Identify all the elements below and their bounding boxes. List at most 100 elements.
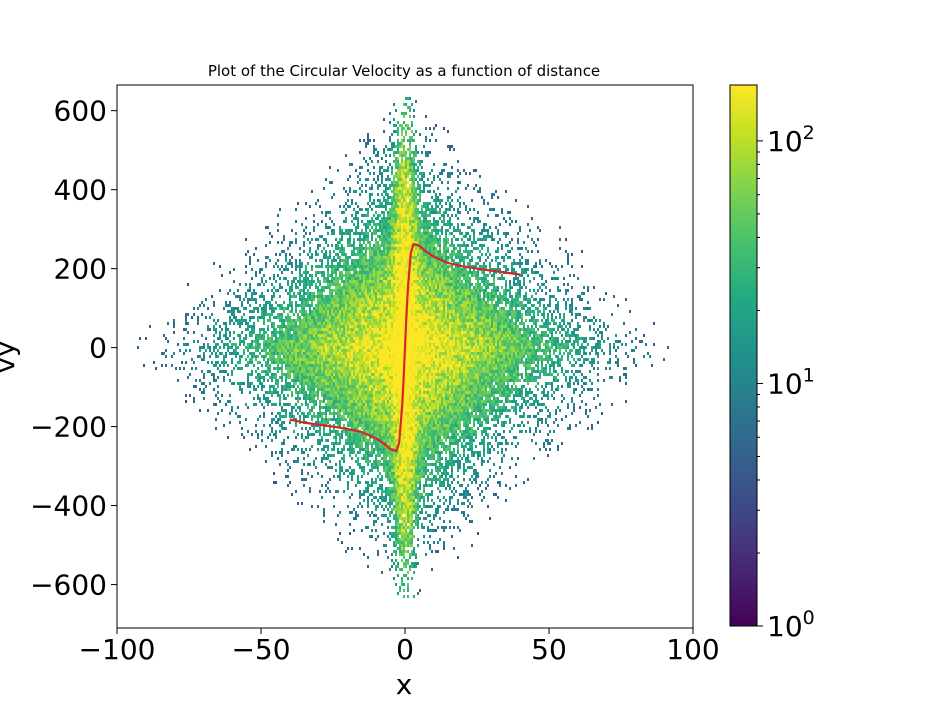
heatmap-cell xyxy=(249,382,251,385)
heatmap-cell xyxy=(373,349,375,352)
heatmap-cell xyxy=(285,460,287,463)
heatmap-cell xyxy=(363,427,365,430)
heatmap-cell xyxy=(343,361,345,364)
heatmap-cell xyxy=(361,298,363,301)
heatmap-cell xyxy=(249,361,251,364)
heatmap-cell xyxy=(191,316,193,319)
heatmap-cell xyxy=(377,409,379,412)
heatmap-cell xyxy=(387,448,389,451)
heatmap-cell xyxy=(393,508,395,511)
heatmap-cell xyxy=(275,382,277,385)
heatmap-cell xyxy=(185,394,187,397)
heatmap-cell xyxy=(353,208,355,211)
heatmap-cell xyxy=(355,253,357,256)
heatmap-cell xyxy=(349,295,351,298)
heatmap-cell xyxy=(349,361,351,364)
heatmap-cell xyxy=(379,472,381,475)
heatmap-cell xyxy=(323,280,325,283)
heatmap-cell xyxy=(379,244,381,247)
heatmap-cell xyxy=(391,454,393,457)
heatmap-cell xyxy=(357,259,359,262)
heatmap-cell xyxy=(307,277,309,280)
heatmap-cell xyxy=(389,424,391,427)
heatmap-cell xyxy=(315,391,317,394)
heatmap-cell xyxy=(391,400,393,403)
heatmap-cell xyxy=(283,352,285,355)
heatmap-cell xyxy=(363,274,365,277)
heatmap-cell xyxy=(339,412,341,415)
heatmap-cell xyxy=(389,415,391,418)
heatmap-cell xyxy=(337,277,339,280)
heatmap-cell xyxy=(355,313,357,316)
heatmap-cell xyxy=(317,376,319,379)
heatmap-cell xyxy=(369,286,371,289)
heatmap-cell xyxy=(389,229,391,232)
heatmap-cell xyxy=(389,454,391,457)
heatmap-cell xyxy=(377,433,379,436)
heatmap-cell xyxy=(389,292,391,295)
heatmap-cell xyxy=(305,283,307,286)
heatmap-cell xyxy=(325,265,327,268)
heatmap-cell xyxy=(373,199,375,202)
heatmap-cell xyxy=(371,466,373,469)
heatmap-cell xyxy=(347,259,349,262)
heatmap-cell xyxy=(379,307,381,310)
heatmap-cell xyxy=(381,373,383,376)
heatmap-cell xyxy=(269,391,271,394)
heatmap-cell xyxy=(289,412,291,415)
heatmap-cell xyxy=(323,397,325,400)
heatmap-cell xyxy=(353,244,355,247)
heatmap-cell xyxy=(393,406,395,409)
heatmap-cell xyxy=(245,328,247,331)
heatmap-cell xyxy=(281,370,283,373)
heatmap-cell xyxy=(365,490,367,493)
heatmap-cell xyxy=(389,394,391,397)
heatmap-cell xyxy=(345,286,347,289)
heatmap-cell xyxy=(239,283,241,286)
heatmap-cell xyxy=(383,415,385,418)
heatmap-cell xyxy=(349,406,351,409)
heatmap-cell xyxy=(381,229,383,232)
heatmap-cell xyxy=(333,298,335,301)
heatmap-cell xyxy=(307,415,309,418)
heatmap-cell xyxy=(217,412,219,415)
heatmap-cell xyxy=(299,304,301,307)
heatmap-cell xyxy=(287,331,289,334)
heatmap-cell xyxy=(391,439,393,442)
heatmap-cell xyxy=(273,481,275,484)
heatmap-cell xyxy=(391,304,393,307)
heatmap-cell xyxy=(333,505,335,508)
heatmap-cell xyxy=(381,451,383,454)
heatmap-cell xyxy=(379,346,381,349)
heatmap-cell xyxy=(379,328,381,331)
heatmap-cell xyxy=(299,268,301,271)
heatmap-cell xyxy=(313,334,315,337)
heatmap-cell xyxy=(351,409,353,412)
heatmap-cell xyxy=(303,244,305,247)
heatmap-cell xyxy=(255,247,257,250)
heatmap-cell xyxy=(261,382,263,385)
heatmap-cell xyxy=(349,367,351,370)
heatmap-cell xyxy=(335,253,337,256)
heatmap-cell xyxy=(383,544,385,547)
heatmap-cell xyxy=(203,343,205,346)
heatmap-cell xyxy=(305,448,307,451)
heatmap-cell xyxy=(365,460,367,463)
heatmap-cell xyxy=(361,190,363,193)
heatmap-cell xyxy=(269,232,271,235)
heatmap-cell xyxy=(391,349,393,352)
heatmap-cell xyxy=(347,448,349,451)
heatmap-cell xyxy=(383,382,385,385)
heatmap-cell xyxy=(389,307,391,310)
heatmap-cell xyxy=(311,370,313,373)
heatmap-cell xyxy=(363,469,365,472)
heatmap-cell xyxy=(313,463,315,466)
heatmap-cell xyxy=(379,283,381,286)
heatmap-cell xyxy=(327,391,329,394)
heatmap-cell xyxy=(377,178,379,181)
heatmap-cell xyxy=(347,403,349,406)
heatmap-cell xyxy=(311,394,313,397)
heatmap-cell xyxy=(277,412,279,415)
heatmap-cell xyxy=(329,250,331,253)
heatmap-cell xyxy=(383,325,385,328)
